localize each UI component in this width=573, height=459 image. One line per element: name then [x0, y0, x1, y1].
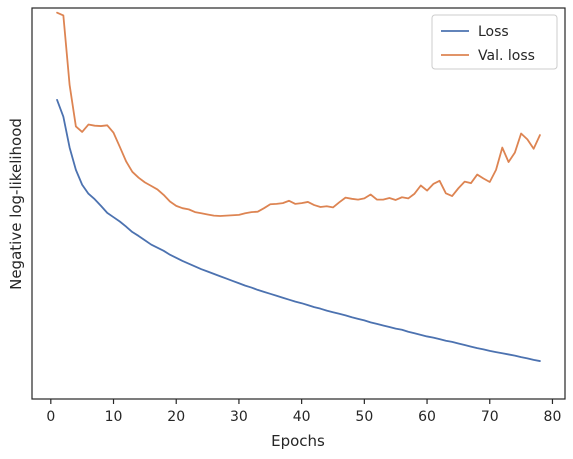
x-axis-ticks: 0 10 20 30 40 50 60 70 80 [46, 399, 561, 425]
x-tick-label: 70 [481, 409, 499, 425]
x-tick-label: 60 [418, 409, 436, 425]
legend-label: Loss [478, 24, 509, 40]
x-tick-label: 20 [167, 409, 185, 425]
series-lines [56, 11, 541, 362]
series-line-1 [56, 11, 541, 217]
x-tick-label: 10 [105, 409, 123, 425]
series-line-0 [56, 98, 541, 362]
x-tick-label: 80 [544, 409, 562, 425]
x-tick-label: 0 [46, 409, 55, 425]
x-axis-label: Epochs [271, 432, 325, 450]
legend-label: Val. loss [478, 48, 535, 64]
legend: Loss Val. loss [431, 14, 558, 70]
x-tick-label: 50 [355, 409, 373, 425]
y-axis-label: Negative log-likelihood [7, 118, 25, 290]
x-tick-label: 30 [230, 409, 248, 425]
x-tick-label: 40 [293, 409, 311, 425]
